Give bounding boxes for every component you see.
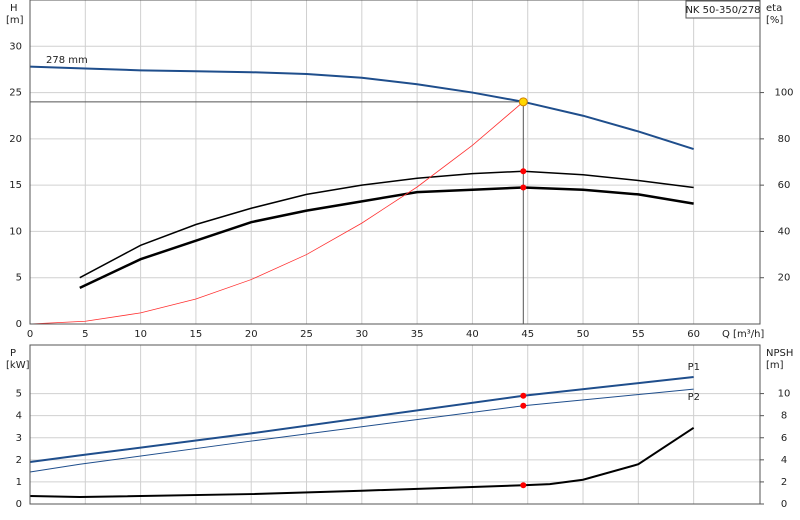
x-tick-label: 5	[82, 329, 88, 340]
series-line	[29, 376, 694, 464]
y-tick-label: 5	[16, 389, 22, 400]
plot-frame	[29, 0, 761, 325]
x-tick-label: 30	[355, 329, 368, 340]
y2-tick-label: 20	[778, 273, 791, 284]
x-tick-label: 20	[245, 329, 258, 340]
y-tick-label: 15	[9, 180, 22, 191]
operating-point	[520, 482, 527, 489]
y2-axis-unit: [%]	[766, 15, 783, 26]
y2-tick-label: 60	[778, 180, 791, 191]
y-tick-label: 25	[9, 88, 22, 99]
y-tick-label: 3	[16, 433, 22, 444]
series-line	[29, 388, 694, 473]
y2-tick-label: 2	[781, 477, 787, 488]
y-axis-unit: [m]	[6, 15, 24, 26]
y2-axis-label: NPSH	[766, 348, 793, 359]
y2-axis-unit: [m]	[766, 360, 784, 371]
x-tick-label: 0	[27, 329, 33, 340]
plot-frame	[29, 344, 761, 505]
x-axis-label: Q [m³/h]	[722, 329, 764, 340]
operating-point	[520, 184, 527, 191]
curve-annotation: 278 mm	[46, 55, 88, 66]
operating-point	[520, 402, 527, 409]
series-line	[79, 186, 694, 290]
series-label: P2	[688, 392, 700, 403]
y2-tick-label: 4	[781, 455, 787, 466]
x-tick-label: 60	[687, 329, 700, 340]
y2-axis-label: eta	[766, 3, 782, 14]
operating-point	[520, 392, 527, 399]
series-line	[79, 170, 694, 279]
y-tick-label: 0	[16, 319, 22, 330]
x-tick-label: 10	[134, 329, 147, 340]
y2-tick-label: 40	[778, 226, 791, 237]
y-tick-label: 20	[9, 134, 22, 145]
y2-tick-label: 100	[774, 88, 793, 99]
y2-tick-label: 80	[778, 134, 791, 145]
operating-point	[520, 168, 527, 175]
operating-point	[518, 97, 528, 107]
series-label: P1	[688, 362, 700, 373]
y2-tick-label: 8	[781, 411, 787, 422]
y-axis-label: P	[10, 348, 16, 359]
y-tick-label: 30	[9, 41, 22, 52]
chart-title: NK 50-350/278	[685, 5, 760, 16]
y-axis-label: H	[10, 3, 18, 14]
x-tick-label: 50	[577, 329, 590, 340]
series-line	[29, 101, 524, 325]
y-tick-label: 10	[9, 226, 22, 237]
y-tick-label: 5	[16, 273, 22, 284]
x-tick-label: 55	[632, 329, 645, 340]
y2-tick-label: 6	[781, 433, 787, 444]
panel: 0 5 10 15 20 25 30 20 40 60 80 100 H[m] eta[%] 0 5 10 15 2…	[6, 0, 794, 340]
y-tick-label: 2	[16, 455, 22, 466]
y-axis-unit: [kW]	[6, 360, 30, 371]
x-tick-label: 35	[411, 329, 424, 340]
y-tick-label: 4	[16, 411, 22, 422]
y-tick-label: 0	[16, 499, 22, 510]
y2-tick-label: 0	[781, 499, 787, 510]
x-tick-label: 25	[300, 329, 313, 340]
series-line	[29, 65, 694, 150]
panel: 0 1 2 3 4 5 0 2 4 6 8 10 P[kW] NPSH[m] P1 P2	[6, 344, 793, 510]
y2-tick-label: 10	[778, 389, 791, 400]
x-tick-label: 45	[521, 329, 534, 340]
x-tick-label: 40	[466, 329, 479, 340]
y-tick-label: 1	[16, 477, 22, 488]
x-tick-label: 15	[190, 329, 203, 340]
